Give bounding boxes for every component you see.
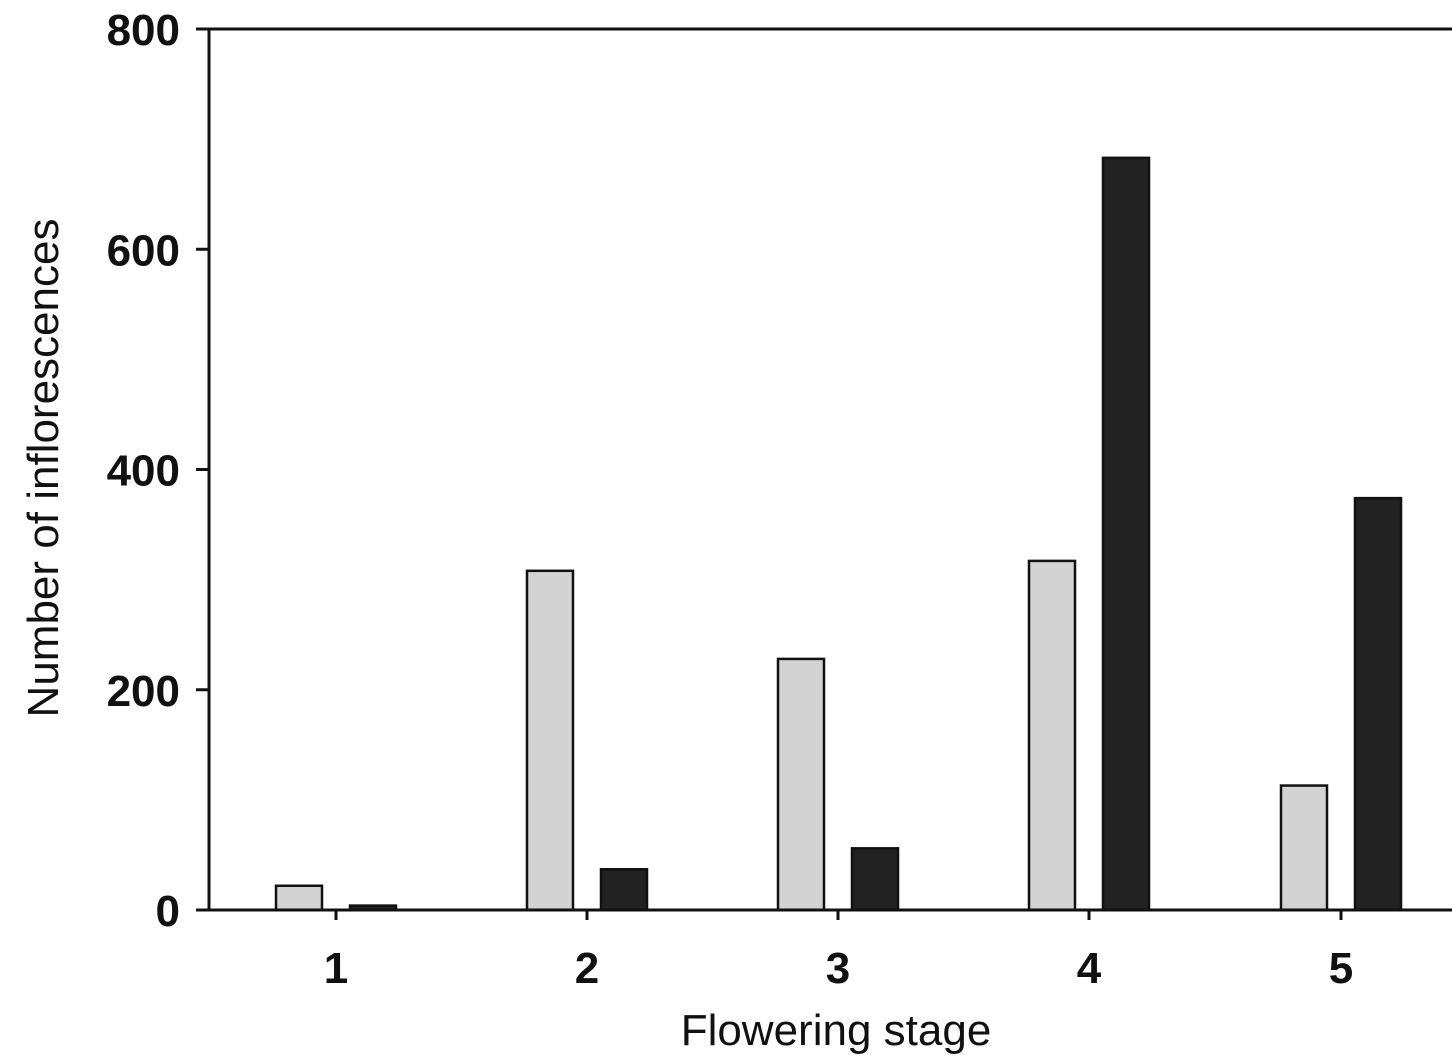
x-tick-label: 4 <box>1077 944 1102 993</box>
x-tick-label: 5 <box>1329 944 1353 993</box>
x-tick-labels: 1 2 3 4 5 <box>324 944 1353 993</box>
bar-series2-stage-4 <box>1101 156 1151 912</box>
bars <box>274 156 1403 912</box>
bar-series2-stage-2 <box>599 868 649 912</box>
y-axis-title: Number of inflorescences <box>19 219 68 718</box>
y-tick-label: 800 <box>107 6 180 55</box>
bar-series1-stage-3 <box>776 657 826 912</box>
y-tick-label: 600 <box>107 226 180 275</box>
bar-series1-stage-4 <box>1027 559 1077 912</box>
y-tick-label: 400 <box>107 447 180 496</box>
x-tick-label: 3 <box>826 944 850 993</box>
bar-series1-stage-5 <box>1279 784 1329 912</box>
y-axis-ticks <box>196 27 209 912</box>
bar-series1-stage-1 <box>274 884 324 912</box>
y-tick-labels: 0 200 400 600 800 <box>107 6 180 936</box>
bar-series1-stage-2 <box>525 569 575 912</box>
y-tick-label: 200 <box>107 667 180 716</box>
y-tick-label: 0 <box>156 887 180 936</box>
bar-series2-stage-3 <box>850 847 900 912</box>
bar-series2-stage-5 <box>1353 496 1403 912</box>
x-axis-title: Flowering stage <box>681 1006 992 1055</box>
x-tick-label: 2 <box>575 944 599 993</box>
x-axis-ticks <box>334 910 1343 920</box>
x-tick-label: 1 <box>324 944 348 993</box>
